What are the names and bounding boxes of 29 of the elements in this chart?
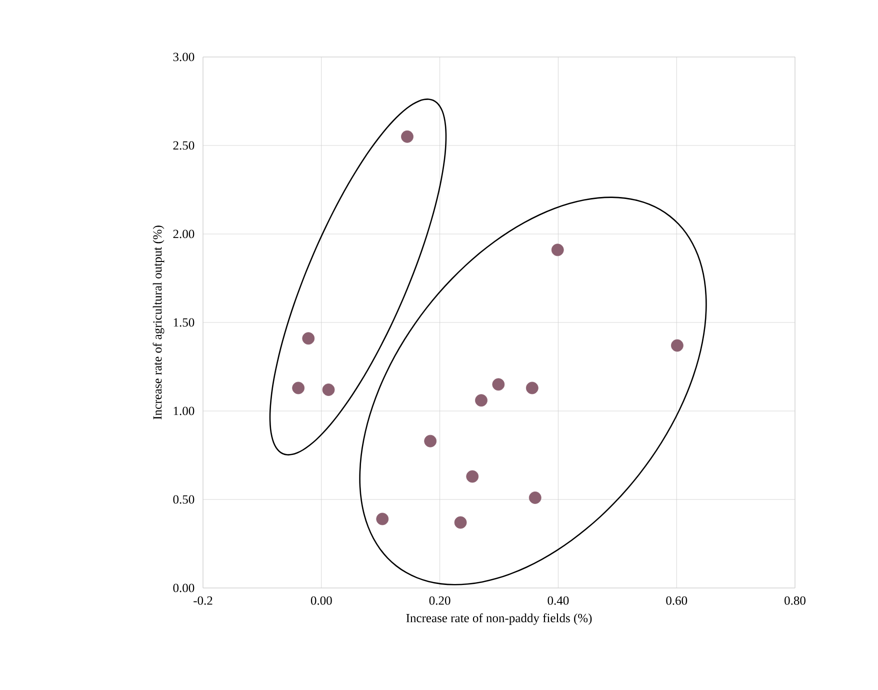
y-tick-label: 1.50 bbox=[174, 318, 194, 327]
x-tick-label: -0.2 bbox=[194, 596, 212, 605]
y-tick-label: 0.50 bbox=[173, 495, 194, 504]
point bbox=[376, 512, 389, 526]
point bbox=[526, 382, 538, 394]
point bbox=[671, 339, 684, 352]
x-tick-label: 0.80 bbox=[784, 596, 806, 605]
point bbox=[401, 130, 414, 143]
y-tick-label: 0.00 bbox=[173, 584, 194, 592]
point bbox=[551, 244, 564, 256]
y-axis-title: Increase rate of agricultural output (%) bbox=[152, 226, 164, 420]
x-tick-label: 0.40 bbox=[548, 596, 569, 605]
point bbox=[302, 332, 315, 345]
y-tick-label: 2.50 bbox=[173, 141, 194, 150]
point bbox=[424, 434, 437, 448]
point bbox=[466, 470, 479, 483]
y-tick-label: 2.00 bbox=[173, 230, 194, 238]
y-tick-label: 1.00 bbox=[174, 406, 194, 416]
point bbox=[492, 378, 505, 391]
y-tick-label: 3.00 bbox=[173, 52, 194, 62]
point bbox=[528, 492, 542, 504]
point bbox=[475, 394, 488, 407]
x-tick-label: 0.00 bbox=[310, 596, 332, 605]
point bbox=[292, 382, 305, 394]
x-tick-label: 0.20 bbox=[429, 596, 450, 605]
x-axis-title: Increase rate of non-paddy fields (%) bbox=[406, 613, 592, 625]
point bbox=[322, 384, 335, 396]
x-tick-label: 0.60 bbox=[666, 596, 688, 605]
point bbox=[454, 516, 467, 529]
